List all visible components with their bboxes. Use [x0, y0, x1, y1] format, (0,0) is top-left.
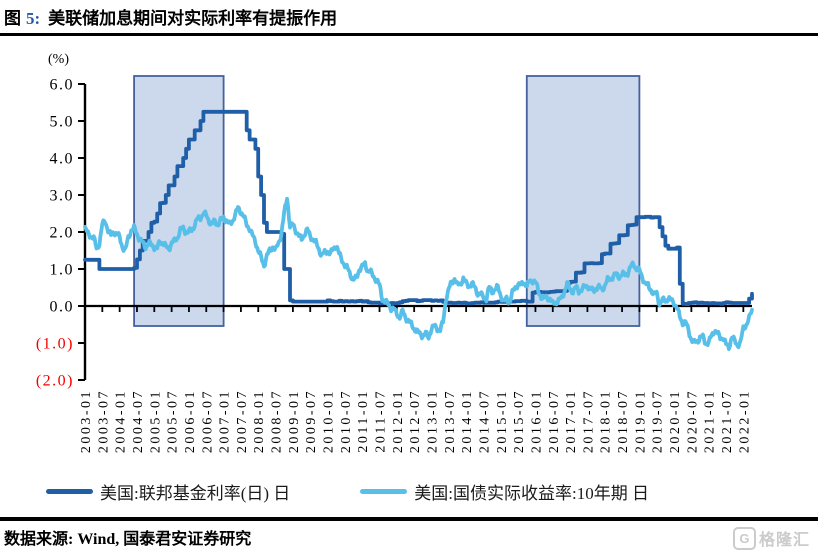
- x-axis-label: 2018-07: [616, 389, 631, 453]
- x-axis-label: 2011-01: [356, 389, 371, 453]
- figure-title-text: 美联储加息期间对实际利率有提振作用: [48, 9, 338, 28]
- x-axis-label: 2004-01: [114, 389, 129, 453]
- y-axis-label: 4.0: [50, 151, 75, 168]
- legend-label: 美国:国债实际收益率:10年期 日: [414, 483, 649, 503]
- gelonghui-logo-icon: G: [732, 526, 756, 550]
- x-axis-label: 2006-01: [183, 389, 198, 453]
- gelonghui-logo: G 格隆汇: [732, 526, 810, 550]
- x-axis-label: 2013-07: [443, 389, 458, 453]
- x-axis-label: 2012-01: [391, 389, 406, 453]
- x-axis-label: 2003-01: [79, 389, 94, 453]
- x-axis-label: 2017-01: [564, 389, 579, 453]
- x-axis-label: 2015-01: [495, 389, 510, 453]
- series-line-fed-funds-rate: [83, 109, 754, 306]
- x-axis-label: 2011-07: [374, 389, 389, 453]
- chart-legend: 美国:联邦基金利率(日) 日 美国:国债实际收益率:10年期 日: [0, 477, 818, 505]
- x-axis-label: 2006-07: [200, 389, 215, 453]
- x-axis-label: 2007-07: [235, 389, 250, 453]
- figure-title-prefix: 图: [4, 9, 21, 28]
- y-axis-label: 0.0: [50, 299, 75, 316]
- data-source-note: 数据来源: Wind, 国泰君安证券研究: [4, 531, 252, 548]
- x-axis-label: 2019-01: [633, 389, 648, 453]
- y-axis-label: (1.0): [36, 336, 74, 353]
- y-axis-label: 1.0: [50, 262, 75, 279]
- x-axis-label: 2022-01: [737, 389, 752, 453]
- x-axis-label: 2007-01: [218, 389, 233, 453]
- x-axis-label: 2010-07: [339, 389, 354, 453]
- y-axis-label: 3.0: [50, 188, 75, 205]
- x-axis-label: 2016-07: [547, 389, 562, 453]
- y-axis-unit-label: (%): [48, 52, 69, 67]
- x-axis-label: 2021-01: [703, 389, 718, 453]
- legend-entry-real-yield: 美国:国债实际收益率:10年期 日: [360, 479, 649, 504]
- x-axis-label: 2005-01: [148, 389, 163, 453]
- series-line-10y-real-yield: [83, 196, 754, 351]
- x-axis-label: 2020-07: [685, 389, 700, 453]
- x-axis-label: 2003-07: [96, 389, 111, 453]
- x-axis-label: 2019-07: [651, 389, 666, 453]
- x-axis-label: 2020-01: [668, 389, 683, 453]
- x-axis-label: 2015-07: [512, 389, 527, 453]
- x-axis-label: 2018-01: [599, 389, 614, 453]
- x-axis-label: 2008-07: [270, 389, 285, 453]
- gelonghui-logo-text: 格隆汇: [758, 532, 810, 549]
- y-axis-label: 2.0: [50, 225, 75, 242]
- x-axis-label: 2014-07: [477, 389, 492, 453]
- legend-label: 美国:联邦基金利率(日) 日: [100, 483, 291, 503]
- x-axis-label: 2014-01: [460, 389, 475, 453]
- y-axis-label: 6.0: [50, 77, 75, 94]
- legend-swatch-dark-blue: [46, 488, 93, 494]
- x-axis-label: 2021-07: [720, 389, 735, 453]
- y-axis-label: (2.0): [36, 373, 74, 390]
- legend-swatch-light-blue: [360, 488, 408, 494]
- x-axis-label: 2012-07: [408, 389, 423, 453]
- footer-divider-rule: [0, 517, 818, 521]
- x-axis-label: 2010-01: [322, 389, 337, 453]
- x-axis-label: 2017-07: [581, 389, 596, 453]
- figure-title: 图 5: 美联储加息期间对实际利率有提振作用: [4, 4, 337, 29]
- x-axis-label: 2005-07: [166, 389, 181, 453]
- title-divider-rule: [0, 33, 818, 36]
- legend-entry-fed-funds: 美国:联邦基金利率(日) 日: [46, 479, 290, 504]
- x-axis-label: 2004-07: [131, 389, 146, 453]
- x-axis-label: 2008-01: [252, 389, 267, 453]
- x-axis-label: 2013-01: [425, 389, 440, 453]
- x-axis-label: 2009-07: [304, 389, 319, 453]
- x-axis-label: 2009-01: [287, 389, 302, 453]
- figure-number: 5:: [26, 9, 41, 28]
- x-axis-label: 2016-01: [529, 389, 544, 453]
- rate-line-chart: 6.05.04.03.02.01.00.0(1.0)(2.0)2003-01 20…: [36, 75, 754, 453]
- hike-period-band: [133, 75, 225, 327]
- y-axis-label: 5.0: [50, 114, 75, 131]
